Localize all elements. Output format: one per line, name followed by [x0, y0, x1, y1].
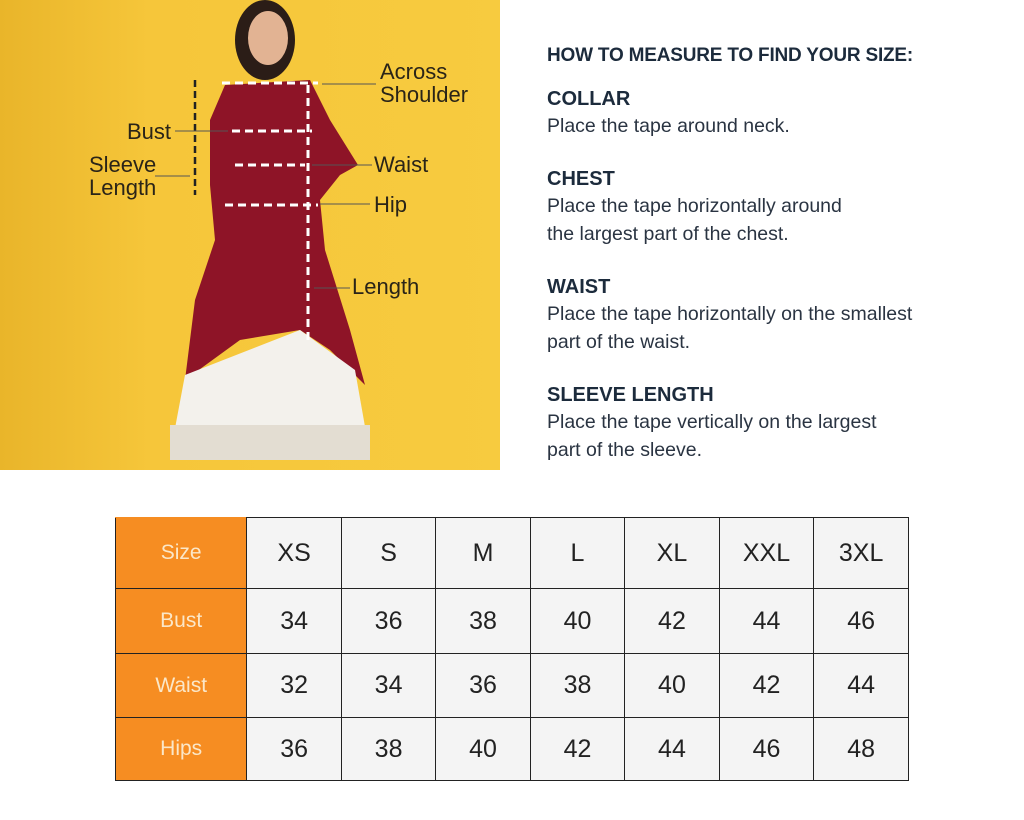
section-text: part of the sleeve. — [547, 439, 703, 461]
label-line: Length — [89, 175, 157, 200]
section-collar: COLLAR Place the tape around neck. — [547, 86, 987, 140]
label-line: Sleeve — [89, 152, 157, 177]
table-cell: 40 — [435, 717, 531, 781]
section-text: the largest part of the chest. — [547, 223, 789, 245]
section-heading: CHEST — [547, 168, 615, 190]
label-length: Length — [352, 274, 420, 299]
section-text: Place the tape horizontally on the small… — [547, 303, 913, 325]
table-cell: 42 — [718, 653, 815, 718]
table-cell: 34 — [246, 588, 342, 654]
model-illustration — [155, 0, 376, 460]
table-row: Bust 34 36 38 40 42 44 46 — [114, 588, 909, 654]
table-cell: 38 — [435, 588, 531, 654]
section-text: Place the tape around neck. — [547, 115, 790, 137]
label-waist: Waist — [374, 152, 429, 177]
section-text: part of the waist. — [547, 331, 691, 353]
row-header: Size — [114, 517, 248, 589]
table-cell: 44 — [624, 717, 720, 781]
section-text: Place the tape vertically on the largest — [547, 411, 877, 433]
table-cell: 36 — [340, 588, 437, 654]
size-table: Size XS S M L XL XXL 3XL Bust 34 36 38 40 42 44 46 Waist… — [114, 517, 909, 781]
table-cell: 40 — [529, 588, 626, 654]
table-row: Size XS S M L XL XXL 3XL — [114, 517, 909, 589]
row-header: Bust — [114, 588, 248, 654]
table-cell: 34 — [340, 653, 437, 718]
table-cell: 46 — [718, 717, 815, 781]
guide-title: HOW TO MEASURE TO FIND YOUR SIZE: — [547, 45, 914, 66]
table-cell: XXL — [718, 517, 815, 589]
table-cell: 3XL — [813, 517, 909, 589]
row-header: Hips — [114, 717, 248, 781]
label-line: Across — [380, 59, 448, 84]
table-cell: 38 — [529, 653, 626, 718]
section-heading: COLLAR — [547, 88, 631, 110]
table-cell: 46 — [813, 588, 909, 654]
table-cell: XL — [624, 517, 720, 589]
table-cell: S — [340, 517, 437, 589]
section-sleeve-length: SLEEVE LENGTH Place the tape vertically … — [547, 382, 987, 464]
label-hip: Hip — [374, 192, 408, 217]
table-cell: 42 — [624, 588, 720, 654]
table-cell: 32 — [246, 653, 342, 718]
label-bust: Bust — [127, 119, 172, 144]
table-row: Waist 32 34 36 38 40 42 44 — [114, 653, 909, 718]
section-chest: CHEST Place the tape horizontally around… — [547, 166, 987, 248]
table-cell: 38 — [340, 717, 437, 781]
label-line: Shoulder — [380, 82, 469, 107]
row-header: Waist — [114, 653, 248, 718]
table-cell: 36 — [435, 653, 531, 718]
table-row: Hips 36 38 40 42 44 46 48 — [114, 717, 909, 781]
table-cell: M — [435, 517, 531, 589]
table-cell: 40 — [624, 653, 720, 718]
table-cell: 42 — [529, 717, 626, 781]
label-sleeve-length: Sleeve Length — [89, 153, 156, 199]
table-cell: L — [529, 517, 626, 589]
table-cell: 36 — [246, 717, 342, 781]
table-cell: XS — [246, 517, 342, 589]
measurement-figure: Across Shoulder Bust Sleeve Length Waist H… — [0, 0, 500, 470]
section-heading: WAIST — [547, 276, 611, 298]
label-across-shoulder: Across Shoulder — [380, 60, 468, 106]
section-heading: SLEEVE LENGTH — [547, 384, 714, 406]
table-cell: 44 — [813, 653, 909, 718]
table-cell: 48 — [813, 717, 909, 781]
section-waist: WAIST Place the tape horizontally on the… — [547, 274, 1007, 356]
table-cell: 44 — [718, 588, 815, 654]
section-text: Place the tape horizontally around — [547, 195, 842, 217]
